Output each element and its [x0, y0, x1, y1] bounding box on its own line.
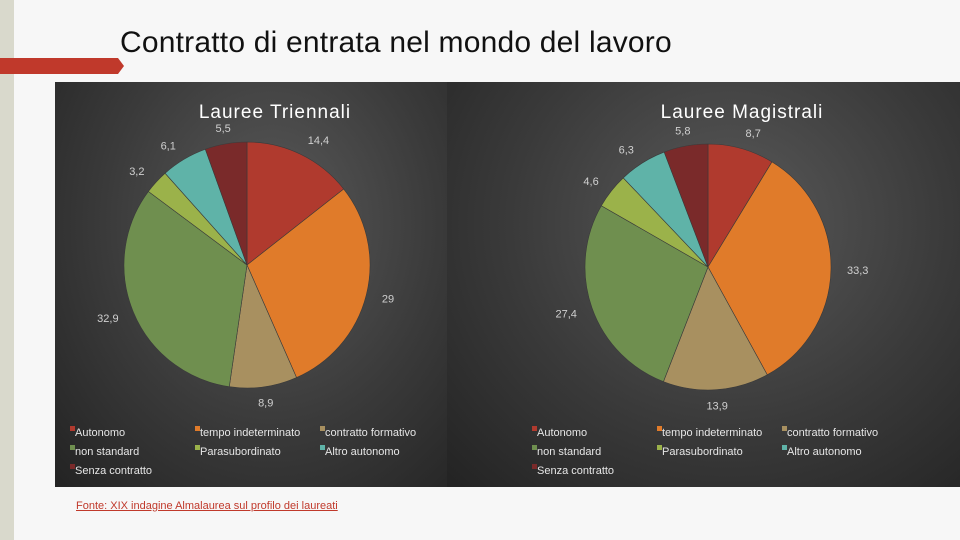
data-label-non-standard: 27,4: [556, 308, 577, 320]
data-label-parasubordinato: 3,2: [129, 166, 144, 178]
pie-chart-magistrali: Lauree Magistrali 8,7 33,3 13,9 27,4 4,6 6,3 5,…: [532, 102, 878, 477]
legend-swatch-altro-autonomo: [320, 445, 325, 450]
legend-label-autonomo: Autonomo: [75, 427, 125, 439]
data-label-tempo-indeterminato: 33,3: [847, 265, 868, 277]
legend-label-senza-contratto: Senza contratto: [75, 465, 152, 477]
pie-slice-non-standard: [123, 191, 248, 388]
pie-slice-contratto-formativo: [663, 266, 768, 391]
data-label-parasubordinato: 4,6: [583, 176, 598, 188]
chart-title: Lauree Triennali: [199, 102, 351, 123]
legend-label-parasubordinato: Parasubordinato: [200, 446, 281, 458]
legend-label-parasubordinato: Parasubordinato: [662, 446, 743, 458]
data-label-autonomo: 8,7: [746, 128, 761, 140]
legend-swatch-senza-contratto: [70, 464, 75, 469]
pie-slice-tempo-indeterminato: [246, 188, 371, 378]
legend-label-altro-autonomo: Altro autonomo: [787, 446, 862, 458]
pie-slice-non-standard: [584, 205, 709, 383]
legend-swatch-tempo-indeterminato: [195, 426, 200, 431]
legend-swatch-senza-contratto: [532, 464, 537, 469]
data-label-altro-autonomo: 6,3: [619, 144, 634, 156]
legend-label-tempo-indeterminato: tempo indeterminato: [200, 427, 300, 439]
legend-label-tempo-indeterminato: tempo indeterminato: [662, 427, 762, 439]
data-label-non-standard: 32,9: [97, 313, 118, 325]
legend-swatch-altro-autonomo: [782, 445, 787, 450]
pie-chart-triennali: Lauree Triennali 14,4 29 8,9 32,9 3,2 6,1 5,5 Au…: [70, 102, 416, 477]
legend-swatch-parasubordinato: [195, 445, 200, 450]
pie-slice-autonomo: [246, 141, 345, 266]
legend-swatch-tempo-indeterminato: [657, 426, 662, 431]
title-accent-bar: [0, 58, 118, 74]
left-decor-bar: [0, 0, 14, 540]
pie-slice-senza-contratto: [204, 141, 248, 266]
chart-title: Lauree Magistrali: [661, 102, 824, 123]
data-label-contratto-formativo: 13,9: [706, 401, 727, 413]
data-label-autonomo: 14,4: [308, 135, 329, 147]
legend-swatch-autonomo: [532, 426, 537, 431]
pie-slice-senza-contratto: [663, 143, 709, 268]
legend-swatch-non-standard: [532, 445, 537, 450]
slide-title: Contratto di entrata nel mondo del lavor…: [120, 26, 672, 59]
legend-label-contratto-formativo: contratto formativo: [787, 427, 878, 439]
legend-label-senza-contratto: Senza contratto: [537, 465, 614, 477]
legend-swatch-autonomo: [70, 426, 75, 431]
data-label-senza-contratto: 5,5: [215, 123, 230, 135]
legend-label-non-standard: non standard: [75, 446, 139, 458]
legend-swatch-parasubordinato: [657, 445, 662, 450]
legend-swatch-contratto-formativo: [782, 426, 787, 431]
source-link[interactable]: Fonte: XIX indagine Almalaurea sul profi…: [76, 500, 338, 512]
legend-swatch-non-standard: [70, 445, 75, 450]
data-label-tempo-indeterminato: 29: [382, 294, 394, 306]
data-label-senza-contratto: 5,8: [675, 125, 690, 137]
legend-swatch-contratto-formativo: [320, 426, 325, 431]
legend-label-contratto-formativo: contratto formativo: [325, 427, 416, 439]
legend-label-non-standard: non standard: [537, 446, 601, 458]
legend-label-autonomo: Autonomo: [537, 427, 587, 439]
title-accent-tip: [118, 58, 124, 74]
data-label-contratto-formativo: 8,9: [258, 398, 273, 410]
legend-label-altro-autonomo: Altro autonomo: [325, 446, 400, 458]
pie-slice-tempo-indeterminato: [707, 161, 832, 376]
data-label-altro-autonomo: 6,1: [161, 141, 176, 153]
